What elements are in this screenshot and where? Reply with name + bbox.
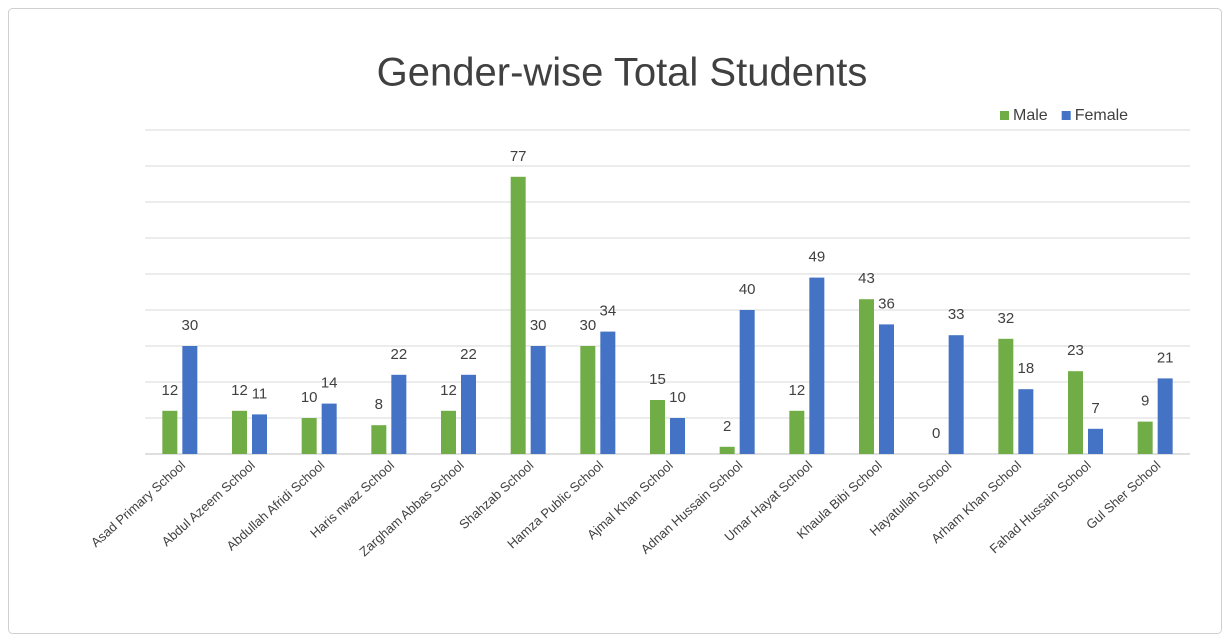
bar [391,374,407,454]
bar [371,425,387,454]
value-label: 0 [932,425,940,442]
legend-swatch [1061,111,1071,120]
value-label: 2 [723,418,731,435]
legend-swatch [1000,111,1009,120]
value-label: 22 [390,346,407,363]
bar [809,277,825,454]
bar [510,176,526,455]
value-label: 18 [1017,360,1034,377]
value-label: 12 [231,382,248,399]
value-label: 14 [321,375,338,392]
bar [1137,421,1153,454]
value-label: 49 [808,249,825,266]
chart-title: Gender-wise Total Students [377,51,868,95]
value-label: 23 [1067,342,1084,359]
value-label: 36 [878,295,895,312]
bar [580,346,596,454]
bar [948,335,964,454]
bar [530,346,546,454]
bar [670,418,685,454]
bar [301,418,317,454]
value-label: 12 [440,382,457,399]
bar [1068,371,1083,454]
value-label: 12 [788,382,805,399]
value-label: 34 [599,303,616,320]
bar [1157,378,1173,454]
value-label: 21 [1157,349,1174,366]
bar [1088,428,1103,454]
bar [719,446,735,454]
value-label: 32 [997,310,1014,327]
value-label: 15 [649,371,666,388]
bar [998,338,1014,454]
bar [182,346,198,454]
bar [162,410,178,454]
bar [859,299,874,454]
bar [789,410,805,454]
value-label: 40 [739,281,756,298]
legend-label: Male [1013,107,1048,124]
bar [600,331,616,454]
value-label: 77 [510,148,527,165]
bar [232,410,247,454]
value-label: 30 [579,317,596,334]
value-label: 10 [301,389,318,406]
value-label: 33 [948,306,965,323]
value-label: 10 [669,389,686,406]
bar [441,410,456,454]
value-label: 22 [460,346,477,363]
bar [461,374,476,454]
bar [739,310,755,454]
value-label: 9 [1141,393,1149,410]
value-label: 12 [161,382,178,399]
value-label: 11 [252,385,268,402]
value-label: 30 [530,317,547,334]
bar [1018,389,1034,454]
bar [252,414,267,454]
legend-label: Female [1075,107,1128,124]
bar [321,403,337,454]
bar [650,400,665,454]
chart-border [8,8,1222,634]
bar [879,324,894,454]
value-label: 8 [375,396,383,413]
value-label: 30 [181,317,198,334]
value-label: 7 [1091,400,1099,417]
value-label: 43 [858,270,875,287]
